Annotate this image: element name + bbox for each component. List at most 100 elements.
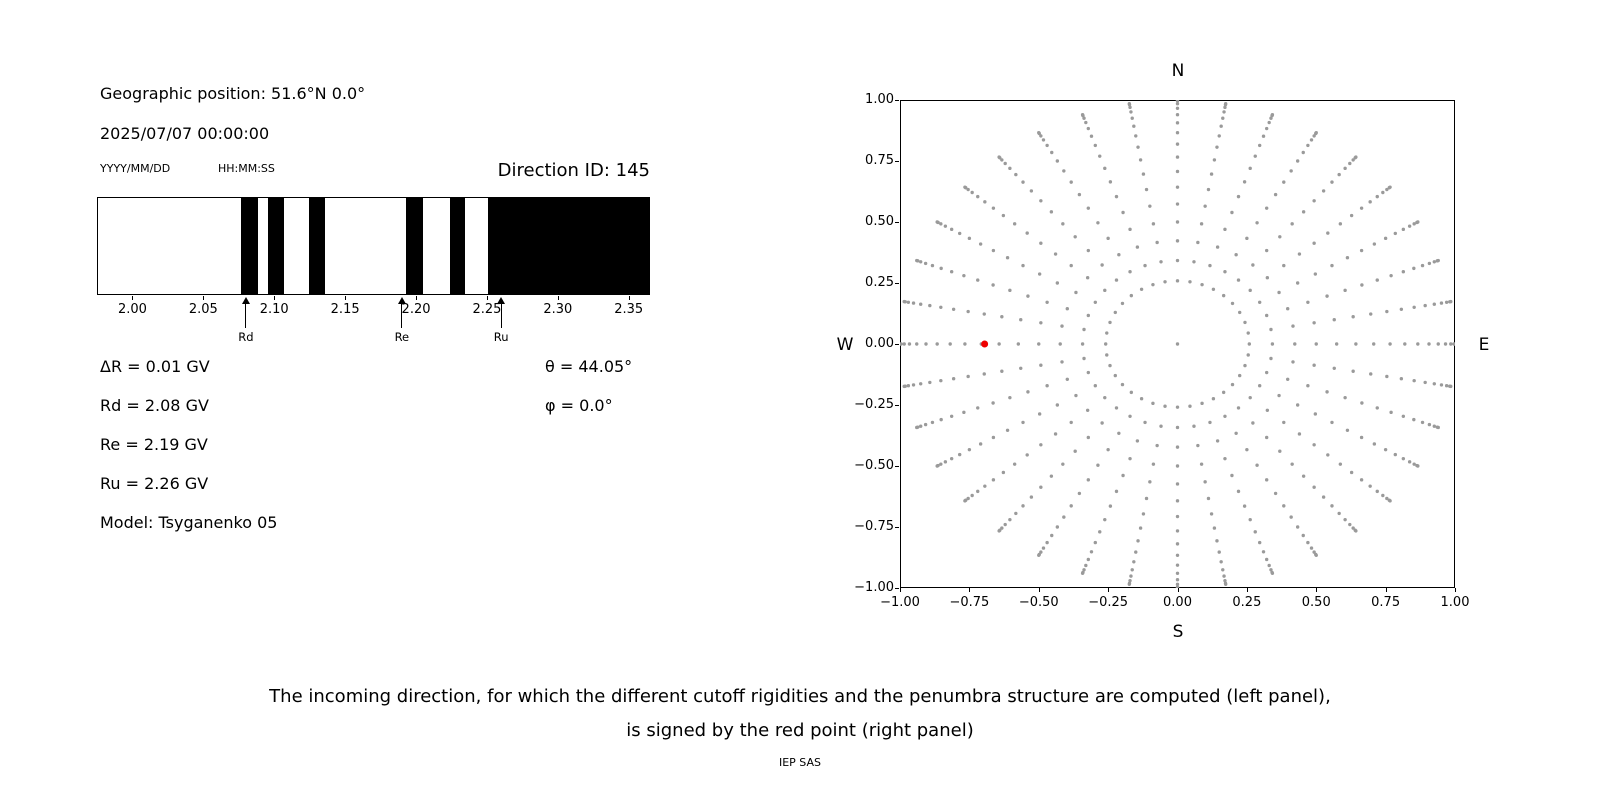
direction-grid-point [1267, 120, 1271, 125]
direction-grid-point [1312, 363, 1316, 367]
direction-grid-point [1049, 474, 1054, 478]
arrow-line [500, 304, 502, 328]
penumbra-x-tick-label: 2.20 [401, 302, 431, 317]
direction-grid-point [1314, 342, 1318, 346]
direction-grid-point [1001, 470, 1006, 475]
direction-grid-point [1175, 169, 1180, 174]
direction-grid-point [923, 422, 928, 427]
direction-grid-point [1206, 496, 1211, 501]
direction-grid-point [970, 190, 974, 195]
direction-grid-point [1416, 220, 1420, 224]
direction-grid-point [1136, 145, 1140, 149]
direction-grid-point [1449, 342, 1453, 346]
direction-grid-point [1175, 542, 1180, 546]
direction-grid-point [1432, 424, 1436, 428]
scatter-x-tick-label: −0.75 [949, 595, 990, 610]
direction-grid-point [1388, 342, 1392, 346]
direction-grid-point [1144, 187, 1149, 192]
direction-grid-point [966, 374, 970, 379]
direction-grid-point [1351, 315, 1355, 319]
scatter-y-tick-label: 1.00 [865, 92, 894, 107]
direction-grid-point [1439, 301, 1444, 305]
direction-grid-point [1103, 395, 1107, 400]
selected-direction-point [981, 340, 989, 348]
scatter-y-tick-label: −0.25 [854, 397, 894, 412]
direction-grid-point [1312, 443, 1316, 447]
direction-grid-point [1257, 300, 1262, 304]
direction-grid-point [1313, 272, 1318, 276]
direction-grid-point [1219, 124, 1223, 128]
direction-grid-point [1401, 227, 1406, 232]
compass-north-label: N [1171, 61, 1185, 81]
direction-grid-point [1136, 539, 1140, 543]
direction-grid-point [1200, 282, 1204, 287]
direction-grid-point [1251, 263, 1255, 267]
direction-grid-point [1243, 320, 1247, 325]
direction-grid-point [1003, 161, 1007, 166]
direction-grid-point [1230, 301, 1235, 306]
direction-grid-point [1223, 456, 1227, 461]
direction-grid-point [906, 384, 911, 388]
direction-grid-point [976, 489, 980, 494]
direction-grid-point [1243, 363, 1247, 368]
direction-grid-point [1330, 504, 1334, 508]
direction-grid-point [1273, 491, 1278, 496]
direction-grid-point [1293, 342, 1297, 346]
direction-grid-point [1100, 421, 1104, 425]
direction-grid-point [1403, 342, 1407, 346]
rigidity-arrow [495, 297, 507, 328]
direction-grid-point [978, 242, 983, 246]
direction-grid-point [1282, 263, 1286, 268]
direction-grid-point [1055, 281, 1060, 285]
direction-grid-point [1278, 235, 1282, 239]
direction-grid-point [1401, 456, 1406, 461]
direction-grid-point [1221, 293, 1226, 298]
scatter-y-tick [895, 100, 899, 101]
direction-grid-point [1412, 266, 1416, 271]
direction-grid-point [1236, 406, 1241, 410]
arrow-line [245, 304, 247, 328]
direction-grid-point [1060, 360, 1064, 364]
direction-grid-point [1085, 276, 1090, 280]
direction-grid-point [1148, 480, 1152, 484]
direction-grid-point [1103, 342, 1108, 346]
scatter-y-tick [895, 527, 899, 528]
direction-grid-point [1436, 258, 1440, 263]
direction-grid-point [1175, 258, 1180, 263]
direction-grid-point [1208, 263, 1212, 268]
direction-grid-point [1453, 342, 1455, 346]
direction-grid-point [1069, 504, 1073, 508]
direction-grid-point [1289, 169, 1293, 173]
direction-grid-point [1089, 550, 1094, 554]
direction-grid-point [1084, 563, 1088, 568]
direction-grid-point [1053, 252, 1058, 256]
direction-grid-point [1449, 299, 1453, 304]
direction-grid-point [1073, 235, 1077, 239]
direction-grid-point [1393, 452, 1398, 457]
direction-grid-point [1121, 210, 1125, 215]
penumbra-x-tick-label: 2.15 [330, 302, 360, 317]
direction-grid-point [1206, 187, 1211, 192]
direction-grid-point [1196, 240, 1200, 245]
direction-grid-point [1368, 200, 1372, 204]
direction-grid-point [1215, 245, 1220, 249]
direction-grid-point [1223, 578, 1227, 583]
direction-grid-point [1221, 390, 1226, 395]
direction-grid-point [1129, 390, 1134, 395]
direction-grid-point [1295, 403, 1300, 407]
direction-grid-point [1062, 515, 1066, 519]
direction-grid-point [991, 401, 995, 405]
direction-grid-point [1045, 540, 1049, 545]
arrow-head-icon [241, 297, 250, 304]
direction-grid-point [949, 456, 954, 461]
re-value: Re = 2.19 GV [100, 435, 208, 454]
direction-grid-point [1144, 496, 1149, 501]
direction-grid-point [1306, 300, 1310, 304]
direction-grid-point [1301, 210, 1306, 214]
scatter-x-tick [1038, 588, 1040, 592]
direction-grid-point [983, 200, 987, 204]
direction-grid-point [1423, 380, 1427, 385]
direction-grid-point [935, 464, 939, 468]
direction-grid-point [1050, 533, 1054, 538]
direction-grid-point [1368, 484, 1372, 488]
